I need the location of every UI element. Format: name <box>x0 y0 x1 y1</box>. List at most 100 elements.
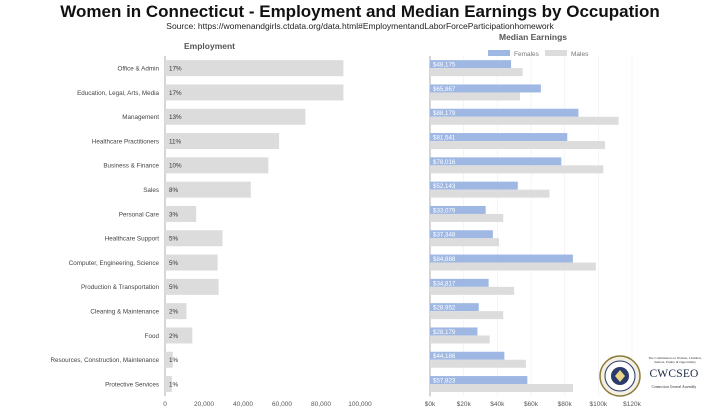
employment-data-label: 5% <box>169 284 179 291</box>
employment-x-tick-label: 0 <box>163 401 167 408</box>
employment-data-label: 3% <box>169 211 179 218</box>
earnings-male-bar <box>430 262 596 271</box>
earnings-x-tick-label: $80k <box>558 401 573 408</box>
employment-data-label: 2% <box>169 308 179 315</box>
employment-data-label: 17% <box>169 65 182 72</box>
earnings-male-bar <box>430 213 504 222</box>
earnings-female-data-label: $78,016 <box>433 159 456 166</box>
legend-females-swatch <box>488 50 510 56</box>
earnings-female-bar <box>430 133 568 142</box>
earnings-female-data-label: $48,175 <box>433 62 456 69</box>
employment-data-label: 5% <box>169 236 179 243</box>
employment-data-label: 13% <box>169 114 182 121</box>
earnings-male-bar <box>430 116 619 125</box>
earnings-female-bar <box>430 60 512 69</box>
employment-bar <box>165 133 280 150</box>
logo-sub: Connecticut General Assembly <box>651 385 697 389</box>
earnings-female-data-label: $44,186 <box>433 353 456 360</box>
earnings-x-tick-label: $40k <box>490 401 505 408</box>
earnings-x-tick-label: $20k <box>457 401 472 408</box>
earnings-female-data-label: $34,817 <box>433 280 456 287</box>
employment-bar <box>165 303 187 320</box>
earnings-male-bar <box>430 92 521 101</box>
employment-bar <box>165 60 344 77</box>
employment-bar <box>165 376 172 393</box>
employment-x-tick-label: 40,000 <box>233 401 253 408</box>
source-subtitle: Source: https://womenandgirls.ctdata.org… <box>166 21 554 31</box>
earnings-female-bar <box>430 351 505 360</box>
employment-category-label: Healthcare Support <box>105 236 160 243</box>
earnings-female-data-label: $84,888 <box>433 256 456 263</box>
earnings-female-bar <box>430 108 579 117</box>
employment-data-label: 8% <box>169 187 179 194</box>
earnings-female-bar <box>430 278 489 287</box>
employment-bar <box>165 327 193 344</box>
employment-x-tick-label: 100,000 <box>348 401 372 408</box>
earnings-female-data-label: $57,823 <box>433 377 456 384</box>
earnings-male-bar <box>430 238 500 247</box>
employment-x-tick-label: 80,000 <box>311 401 331 408</box>
legend-females-label: Females <box>514 51 540 58</box>
employment-category-label: Business & Finance <box>103 163 159 170</box>
legend-males-swatch <box>545 50 567 56</box>
cwcseo-logo: The Commission on Women, Children, Senio… <box>598 354 704 398</box>
employment-data-label: 5% <box>169 260 179 267</box>
earnings-chart-title: Median Earnings <box>499 32 568 42</box>
employment-category-label: Food <box>145 333 160 340</box>
earnings-male-bar <box>430 68 523 77</box>
earnings-female-data-label: $28,179 <box>433 329 456 336</box>
page-title: Women in Connecticut - Employment and Me… <box>60 2 660 21</box>
legend-males-label: Males <box>571 51 589 58</box>
earnings-x-tick-label: $60k <box>524 401 539 408</box>
earnings-female-data-label: $33,079 <box>433 207 456 214</box>
employment-bar <box>165 230 223 247</box>
earnings-male-bar <box>430 359 526 368</box>
earnings-female-bar <box>430 157 562 166</box>
earnings-x-tick-label: $0k <box>425 401 436 408</box>
earnings-male-bar <box>430 384 574 393</box>
employment-category-label: Sales <box>143 187 159 194</box>
employment-category-label: Management <box>122 114 159 121</box>
earnings-female-bar <box>430 254 573 263</box>
employment-bar <box>165 84 344 101</box>
earnings-x-tick-label: $100k <box>589 401 607 408</box>
earnings-female-bar <box>430 205 486 214</box>
earnings-female-bar <box>430 376 528 385</box>
employment-chart-title: Employment <box>184 41 236 51</box>
employment-bar <box>165 278 219 295</box>
employment-data-label: 1% <box>169 357 179 364</box>
employment-data-label: 2% <box>169 333 179 340</box>
employment-bar <box>165 181 251 198</box>
earnings-female-data-label: $81,541 <box>433 134 456 141</box>
earnings-x-tick-label: $120k <box>623 401 641 408</box>
earnings-female-bar <box>430 84 541 93</box>
employment-category-label: Healthcare Practitioners <box>92 138 159 145</box>
earnings-male-bar <box>430 189 550 198</box>
earnings-female-data-label: $52,143 <box>433 183 456 190</box>
employment-x-tick-label: 20,000 <box>194 401 214 408</box>
earnings-female-data-label: $88,179 <box>433 110 456 117</box>
earnings-female-data-label: $28,952 <box>433 305 456 312</box>
employment-category-label: Protective Services <box>105 381 159 388</box>
seal-icon <box>599 355 641 397</box>
earnings-female-data-label: $65,867 <box>433 86 456 93</box>
employment-bar <box>165 108 306 125</box>
employment-bar <box>165 157 269 174</box>
earnings-female-bar <box>430 181 518 190</box>
employment-category-label: Personal Care <box>119 211 160 218</box>
earnings-male-bar <box>430 311 504 320</box>
employment-data-label: 17% <box>169 90 182 97</box>
employment-bar <box>165 351 173 368</box>
earnings-female-data-label: $37,348 <box>433 232 456 239</box>
employment-data-label: 1% <box>169 381 179 388</box>
earnings-male-bar <box>430 165 604 174</box>
logo-org-line: The Commission on Women, Children, Senio… <box>648 356 702 364</box>
earnings-female-bar <box>430 303 479 312</box>
employment-data-label: 11% <box>169 138 182 145</box>
earnings-female-bar <box>430 327 478 336</box>
employment-data-label: 10% <box>169 163 182 170</box>
earnings-female-bar <box>430 230 493 239</box>
employment-category-label: Cleaning & Maintenance <box>90 308 159 315</box>
employment-category-label: Computer, Engineering, Science <box>69 260 160 267</box>
